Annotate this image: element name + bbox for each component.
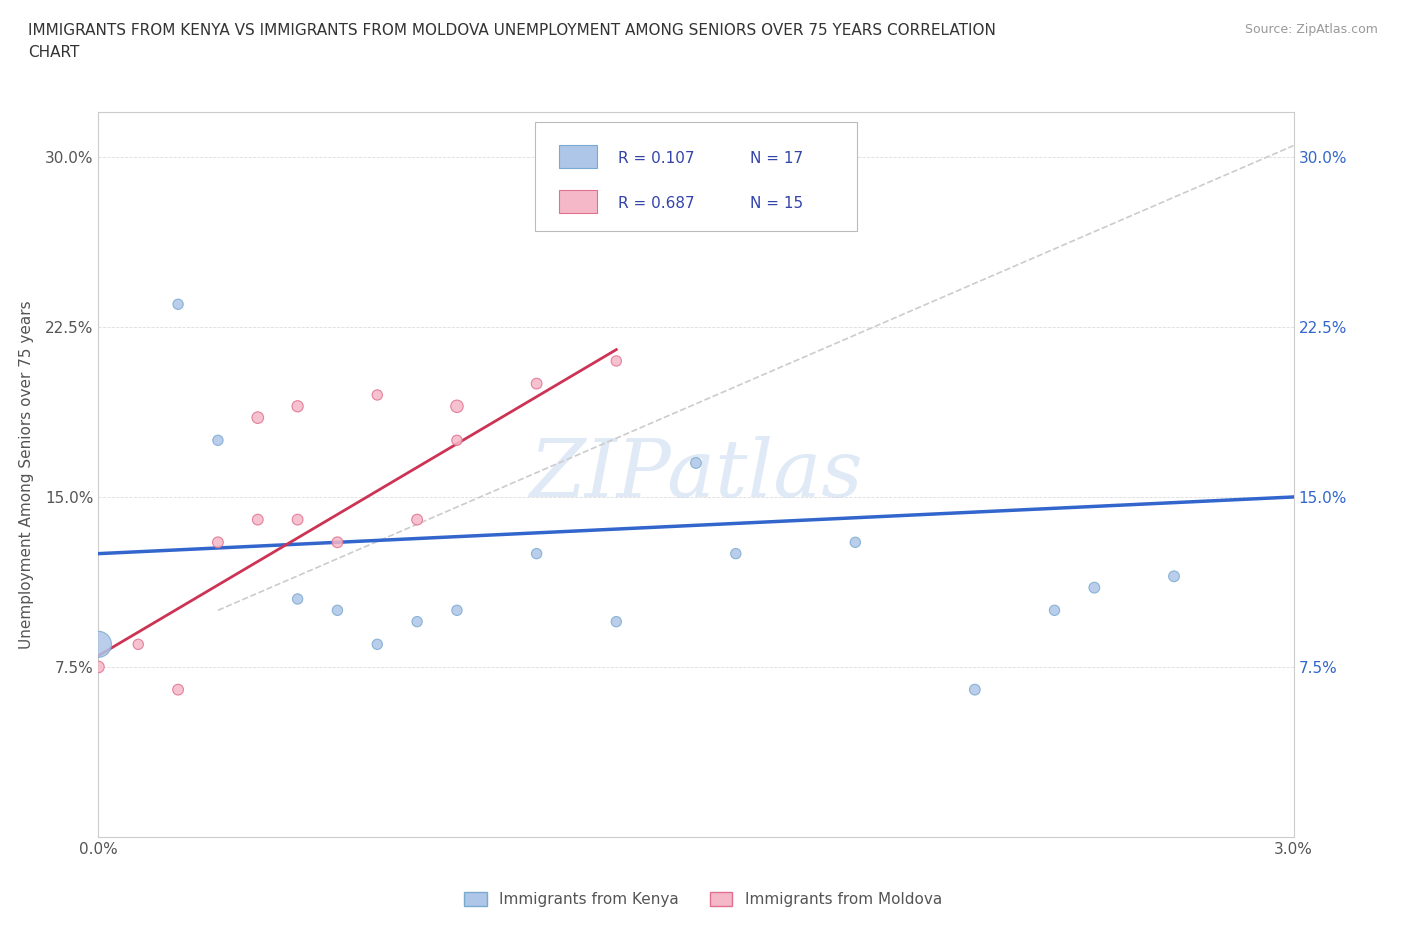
Text: R = 0.107: R = 0.107 — [619, 151, 695, 166]
Point — [1083, 580, 1105, 595]
Point — [526, 377, 548, 392]
Text: CHART: CHART — [28, 45, 80, 60]
Point — [246, 410, 269, 425]
Point — [366, 388, 388, 403]
Point — [326, 603, 349, 618]
Point — [1043, 603, 1066, 618]
Point — [326, 535, 349, 550]
Point — [844, 535, 866, 550]
Point — [605, 614, 627, 629]
Point — [127, 637, 149, 652]
Text: ZIPatlas: ZIPatlas — [529, 435, 863, 513]
Point — [207, 432, 229, 447]
Point — [685, 456, 707, 471]
Point — [167, 297, 190, 312]
Text: Source: ZipAtlas.com: Source: ZipAtlas.com — [1244, 23, 1378, 36]
Point — [963, 683, 986, 698]
Point — [406, 512, 429, 527]
Text: IMMIGRANTS FROM KENYA VS IMMIGRANTS FROM MOLDOVA UNEMPLOYMENT AMONG SENIORS OVER: IMMIGRANTS FROM KENYA VS IMMIGRANTS FROM… — [28, 23, 995, 38]
Text: N = 17: N = 17 — [749, 151, 803, 166]
Point — [287, 399, 309, 414]
Text: N = 15: N = 15 — [749, 195, 803, 210]
Y-axis label: Unemployment Among Seniors over 75 years: Unemployment Among Seniors over 75 years — [18, 300, 34, 648]
Point — [246, 512, 269, 527]
Point — [1163, 569, 1185, 584]
Legend: Immigrants from Kenya, Immigrants from Moldova: Immigrants from Kenya, Immigrants from M… — [458, 885, 948, 913]
Point — [87, 659, 110, 674]
Point — [167, 683, 190, 698]
FancyBboxPatch shape — [558, 190, 596, 213]
FancyBboxPatch shape — [534, 123, 858, 232]
Text: R = 0.687: R = 0.687 — [619, 195, 695, 210]
Point — [287, 591, 309, 606]
FancyBboxPatch shape — [558, 145, 596, 168]
Point — [87, 637, 110, 652]
Point — [366, 637, 388, 652]
Point — [207, 535, 229, 550]
Point — [287, 512, 309, 527]
Point — [406, 614, 429, 629]
Point — [446, 399, 468, 414]
Point — [446, 432, 468, 447]
Point — [724, 546, 747, 561]
Point — [526, 546, 548, 561]
Point — [605, 353, 627, 368]
Point — [446, 603, 468, 618]
